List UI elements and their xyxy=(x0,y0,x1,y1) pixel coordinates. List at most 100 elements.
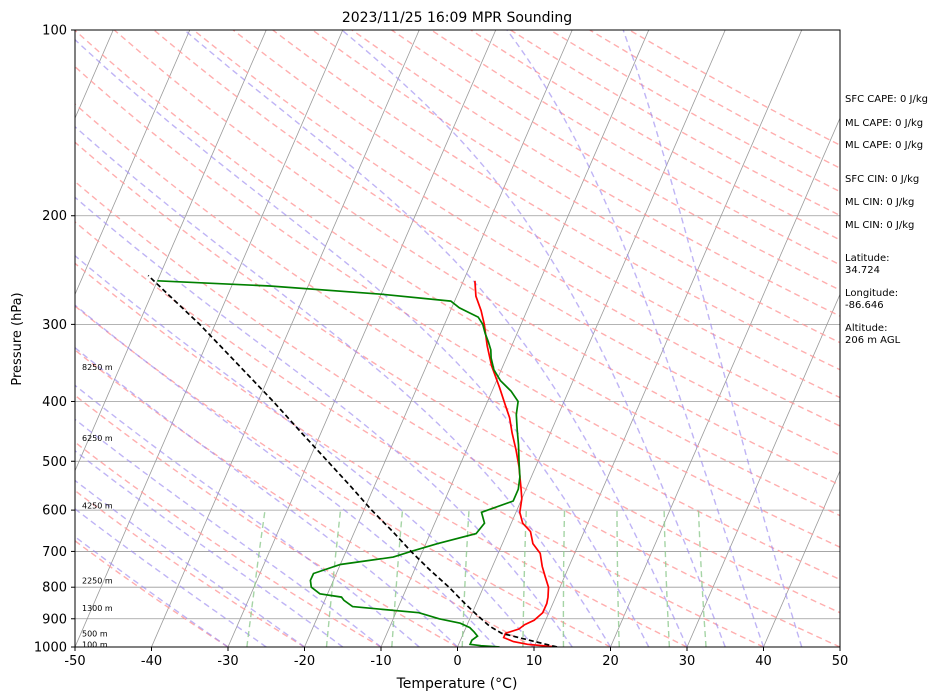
mixing-ratio-line xyxy=(246,510,266,647)
dry-adiabat xyxy=(75,489,305,647)
y-tick-label: 400 xyxy=(42,395,67,410)
dry-adiabat xyxy=(75,30,840,517)
moist-adiabat xyxy=(506,30,765,647)
height-label: 2250 m xyxy=(82,576,113,585)
y-tick-label: 1000 xyxy=(34,641,67,656)
moist-adiabat xyxy=(341,30,726,647)
latitude-label: Latitude: xyxy=(845,253,890,264)
moist-adiabat xyxy=(75,508,267,647)
chart-title: 2023/11/25 16:09 MPR Sounding xyxy=(342,10,572,26)
altitude-label: Altitude: xyxy=(845,323,887,334)
isotherm-line xyxy=(75,30,191,296)
height-label: 4250 m xyxy=(82,502,113,511)
moist-adiabat xyxy=(75,535,229,647)
y-tick-label: 100 xyxy=(42,24,67,39)
y-tick-label: 300 xyxy=(42,318,67,333)
isotherm-line xyxy=(380,30,650,647)
dry-adiabat xyxy=(193,30,840,427)
isotherm-line xyxy=(75,30,267,472)
dry-adiabat xyxy=(75,349,535,647)
dry-adiabat xyxy=(75,305,611,647)
parcel-path xyxy=(147,274,558,647)
dry-adiabat xyxy=(153,30,840,456)
data-lines xyxy=(147,274,558,647)
x-axis-label: Temperature (°C) xyxy=(396,676,518,692)
x-tick-label: 50 xyxy=(832,654,849,669)
moist-adiabat xyxy=(75,479,305,647)
isotherm-line xyxy=(227,30,497,647)
dry-adiabat xyxy=(75,394,458,647)
index-sfc-cape: SFC CAPE: 0 J/kg xyxy=(845,94,928,105)
longitude-label: Longitude: xyxy=(845,288,898,299)
x-axis: -50 -40 -30 -20 -10 0 10 20 30 40 50 xyxy=(64,647,848,669)
dry-adiabat xyxy=(75,262,688,647)
dry-adiabat xyxy=(75,141,840,614)
index-sfc-cin: SFC CIN: 0 J/kg xyxy=(845,174,919,185)
x-tick-label: -40 xyxy=(141,654,162,669)
moist-adiabat xyxy=(75,346,458,647)
height-label: 500 m xyxy=(82,629,108,638)
isotherm-line xyxy=(151,30,420,647)
altitude-value: 206 m AGL xyxy=(845,335,901,346)
x-tick-label: 30 xyxy=(679,654,696,669)
dry-adiabat xyxy=(75,103,840,581)
moist-adiabat xyxy=(183,30,688,647)
dry-adiabat xyxy=(113,30,840,486)
index-ml-cape-2: ML CAPE: 0 J/kg xyxy=(845,140,923,151)
x-tick-label: 20 xyxy=(602,654,619,669)
x-tick-label: 40 xyxy=(755,654,772,669)
isotherm-line xyxy=(533,30,803,647)
x-tick-label: 10 xyxy=(526,654,543,669)
y-axis: 100 200 300 400 500 600 700 800 900 1000 xyxy=(34,24,75,656)
x-tick-label: -50 xyxy=(64,654,85,669)
background-lines xyxy=(75,30,840,647)
mixing-ratio-line xyxy=(616,510,620,647)
location-panel: Latitude: 34.724 Longitude: -86.646 Alti… xyxy=(845,253,901,346)
moist-adiabat xyxy=(75,418,382,647)
isotherm-line xyxy=(304,30,573,647)
dry-adiabat xyxy=(75,180,840,647)
mixing-ratio-line xyxy=(697,510,707,647)
moist-adiabat xyxy=(75,125,612,647)
y-tick-label: 800 xyxy=(42,581,67,596)
height-label: 6250 m xyxy=(82,434,113,443)
moist-adiabat xyxy=(75,384,420,647)
x-tick-label: -20 xyxy=(294,654,315,669)
isotherm-line xyxy=(75,30,344,647)
height-label: 8250 m xyxy=(82,363,113,372)
moist-adiabat xyxy=(75,38,650,647)
moist-adiabat xyxy=(75,196,573,647)
y-tick-label: 200 xyxy=(42,209,67,224)
y-tick-label: 900 xyxy=(42,612,67,627)
y-axis-label: Pressure (hPa) xyxy=(10,292,25,385)
moist-adiabat xyxy=(75,304,497,647)
index-ml-cin: ML CIN: 0 J/kg xyxy=(845,197,914,208)
dewpoint-profile xyxy=(157,279,521,647)
height-label: 1300 m xyxy=(82,604,113,613)
x-tick-label: 0 xyxy=(453,654,461,669)
y-tick-label: 600 xyxy=(42,504,67,519)
longitude-value: -86.646 xyxy=(845,300,884,311)
dry-adiabat xyxy=(75,539,229,647)
moist-adiabat xyxy=(75,449,344,647)
height-label: 100 m xyxy=(82,640,108,649)
isotherm-line xyxy=(610,117,840,647)
index-ml-cape: ML CAPE: 0 J/kg xyxy=(845,118,923,129)
moist-adiabat xyxy=(75,254,535,647)
dry-adiabat xyxy=(311,30,840,344)
isotherm-line xyxy=(457,30,726,647)
isotherm-line xyxy=(686,293,840,647)
index-ml-cin-2: ML CIN: 0 J/kg xyxy=(845,220,914,231)
mixing-ratio-line xyxy=(391,510,404,647)
dry-adiabat xyxy=(351,30,840,317)
indices-panel: SFC CAPE: 0 J/kg ML CAPE: 0 J/kg ML CAPE… xyxy=(845,94,928,231)
temperature-profile xyxy=(474,280,558,647)
y-tick-label: 700 xyxy=(42,545,67,560)
latitude-value: 34.724 xyxy=(845,265,880,276)
dry-adiabat xyxy=(75,65,840,548)
height-labels: 8250 m 6250 m 4250 m 2250 m 1300 m 500 m 100 m xyxy=(82,363,113,649)
mixing-ratio-line xyxy=(325,510,342,647)
dry-adiabat xyxy=(75,441,382,647)
y-tick-label: 500 xyxy=(42,455,67,470)
